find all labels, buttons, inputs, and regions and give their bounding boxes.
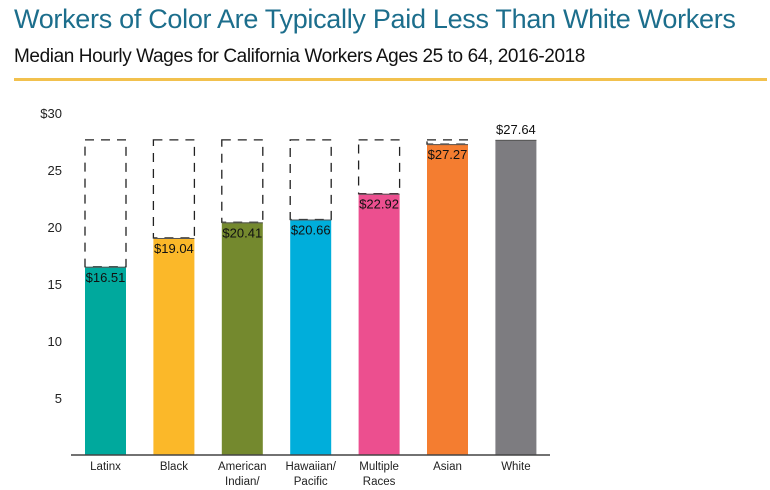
x-tick-label: Indian/ bbox=[225, 476, 260, 488]
x-tick-label: Black bbox=[160, 461, 188, 473]
y-tick-label: 25 bbox=[48, 163, 62, 178]
data-label: $22.92 bbox=[359, 197, 399, 212]
bar bbox=[495, 139, 537, 456]
bar bbox=[85, 266, 126, 455]
reference-dashed-box bbox=[152, 139, 196, 239]
bar bbox=[153, 237, 195, 455]
x-tick-label: Pacific bbox=[294, 476, 328, 488]
y-tick-label: $30 bbox=[40, 106, 62, 121]
data-label: $27.64 bbox=[496, 122, 536, 137]
reference-dashed-box bbox=[357, 139, 401, 195]
x-tick-label: Latinx bbox=[90, 461, 121, 473]
x-tick-label: Multiple bbox=[359, 461, 399, 473]
data-label: $27.27 bbox=[428, 147, 468, 162]
bar bbox=[290, 219, 332, 455]
title-divider bbox=[14, 78, 767, 81]
reference-dashed-box bbox=[221, 139, 264, 223]
bar bbox=[358, 193, 400, 455]
y-tick-label: 5 bbox=[55, 391, 62, 406]
bar bbox=[221, 222, 263, 455]
x-tick-label: American bbox=[218, 461, 267, 473]
bar bbox=[427, 144, 468, 455]
reference-dashed-box bbox=[426, 139, 469, 145]
x-tick-label: White bbox=[501, 461, 530, 473]
chart-subtitle: Median Hourly Wages for California Worke… bbox=[14, 46, 585, 67]
data-label: $16.51 bbox=[86, 270, 126, 285]
y-tick-label: 10 bbox=[48, 334, 62, 349]
y-tick-label: 15 bbox=[48, 277, 62, 292]
reference-dashed-box bbox=[289, 139, 332, 221]
x-tick-label: Hawaiian/ bbox=[285, 461, 336, 473]
y-tick-label: 20 bbox=[48, 220, 62, 235]
data-label: $19.04 bbox=[154, 241, 194, 256]
data-label: $20.41 bbox=[222, 225, 262, 240]
x-tick-label: Asian bbox=[433, 461, 462, 473]
data-label: $20.66 bbox=[291, 222, 331, 237]
x-tick-label: Races bbox=[363, 476, 396, 488]
reference-dashed-box bbox=[84, 139, 127, 268]
chart-title: Workers of Color Are Typically Paid Less… bbox=[14, 4, 736, 34]
